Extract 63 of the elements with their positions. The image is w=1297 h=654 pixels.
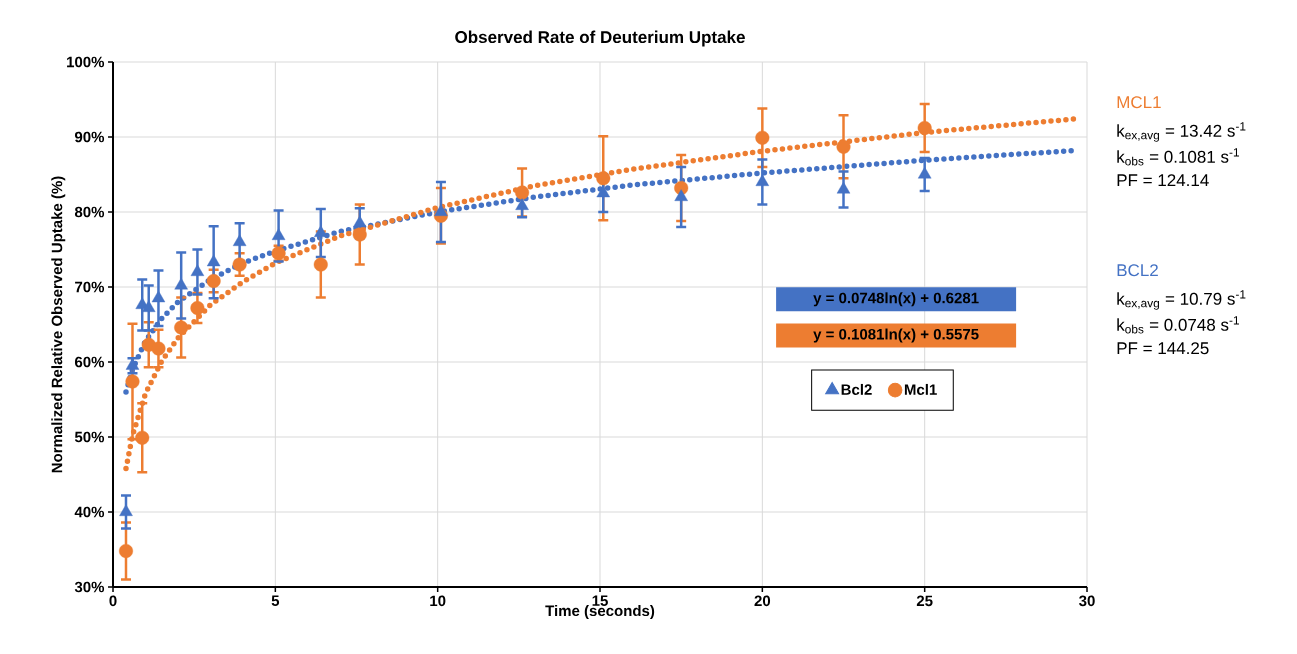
point — [515, 185, 530, 200]
point — [125, 358, 140, 370]
point — [232, 234, 247, 246]
y-tick-label: 70% — [75, 281, 105, 293]
x-tick-label: 5 — [271, 595, 280, 606]
text: k$_{obs}$ = 0.1081 s$^{-1}$ — [1117, 148, 1239, 166]
point — [836, 181, 851, 194]
point — [271, 228, 286, 240]
x-tick-label: 20 — [754, 595, 771, 607]
point — [151, 341, 166, 356]
y-tick-label: 50% — [74, 431, 105, 443]
point — [174, 277, 188, 290]
point — [313, 257, 328, 272]
text: k$_{ex,avg}$ = 13.42 s$^{-1}$ — [1117, 122, 1246, 142]
text: k$_{ex,avg}$ = 10.79 s$^{-1}$ — [1117, 290, 1246, 310]
legend-label: Mcl1 — [904, 383, 937, 395]
x-tick-label: 0 — [109, 595, 117, 607]
point — [125, 374, 140, 389]
point — [151, 290, 166, 303]
text: PF = 124.14 — [1117, 174, 1209, 187]
point — [353, 215, 367, 228]
point — [596, 171, 611, 186]
point — [119, 504, 133, 516]
point — [190, 301, 205, 315]
x-tick-label: 30 — [1079, 595, 1095, 607]
x-tick-label: 10 — [430, 595, 446, 607]
y-tick-label: 90% — [74, 131, 105, 143]
point — [135, 430, 150, 445]
point — [118, 544, 133, 558]
point — [206, 274, 221, 288]
text: MCL1 — [1117, 96, 1161, 109]
point — [142, 300, 156, 312]
legend-label: Bcl2 — [841, 383, 872, 395]
text: BCL2 — [1117, 264, 1158, 277]
point — [515, 198, 529, 210]
y-tick-label: 100% — [67, 56, 105, 68]
x-tick-label: 25 — [916, 595, 933, 607]
annotation: y = 0.0748ln(x) + 0.6281 — [813, 292, 979, 307]
point — [232, 257, 247, 272]
point — [596, 185, 610, 198]
point — [755, 174, 770, 186]
point — [174, 320, 189, 335]
point — [314, 225, 328, 237]
point — [674, 189, 688, 201]
point — [352, 227, 367, 242]
x-axis-title: Time (seconds) — [545, 605, 655, 620]
annotation: y = 0.1081ln(x) + 0.5575 — [813, 328, 979, 343]
y-axis-title: Normalized Relative Observed Uptake (%) — [51, 176, 66, 473]
point — [206, 254, 221, 267]
x-tick-label: 15 — [592, 595, 608, 606]
y-tick-label: 30% — [74, 581, 105, 593]
point — [434, 204, 448, 216]
chart-title: Observed Rate of Deuterium Uptake — [455, 30, 745, 47]
text: k$_{obs}$ = 0.0748 s$^{-1}$ — [1117, 316, 1239, 334]
y-tick-label: 80% — [74, 206, 105, 218]
point — [836, 139, 851, 154]
point — [917, 121, 932, 135]
y-tick-label: 60% — [75, 356, 105, 368]
point — [755, 130, 770, 145]
y-tick-label: 40% — [74, 506, 105, 518]
point — [917, 166, 932, 179]
text: PF = 144.25 — [1117, 342, 1209, 355]
point — [190, 264, 205, 276]
